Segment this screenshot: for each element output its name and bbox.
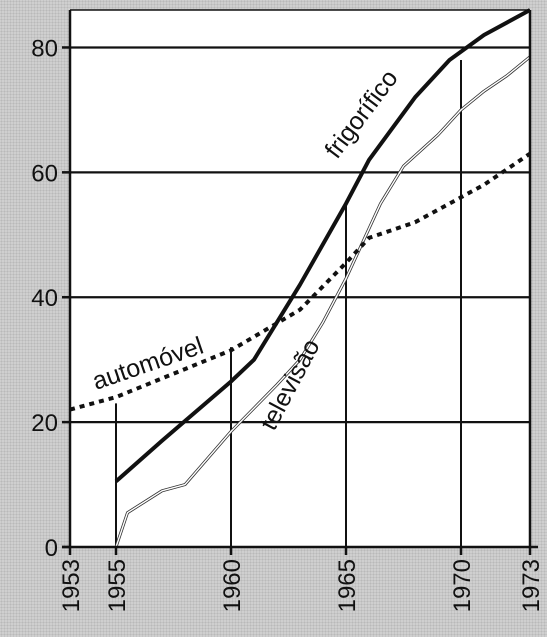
y-tick-label: 20 [31,410,58,437]
x-tick-label: 1960 [219,559,246,612]
x-tick-label: 1953 [58,559,85,612]
x-tick-label: 1955 [104,559,131,612]
y-tick-label: 60 [31,160,58,187]
x-tick-label: 1965 [334,559,361,612]
y-tick-label: 80 [31,35,58,62]
y-tick-label: 40 [31,285,58,312]
y-tick-label: 0 [45,535,58,562]
x-tick-label: 1973 [518,559,545,612]
x-tick-label: 1970 [449,559,476,612]
